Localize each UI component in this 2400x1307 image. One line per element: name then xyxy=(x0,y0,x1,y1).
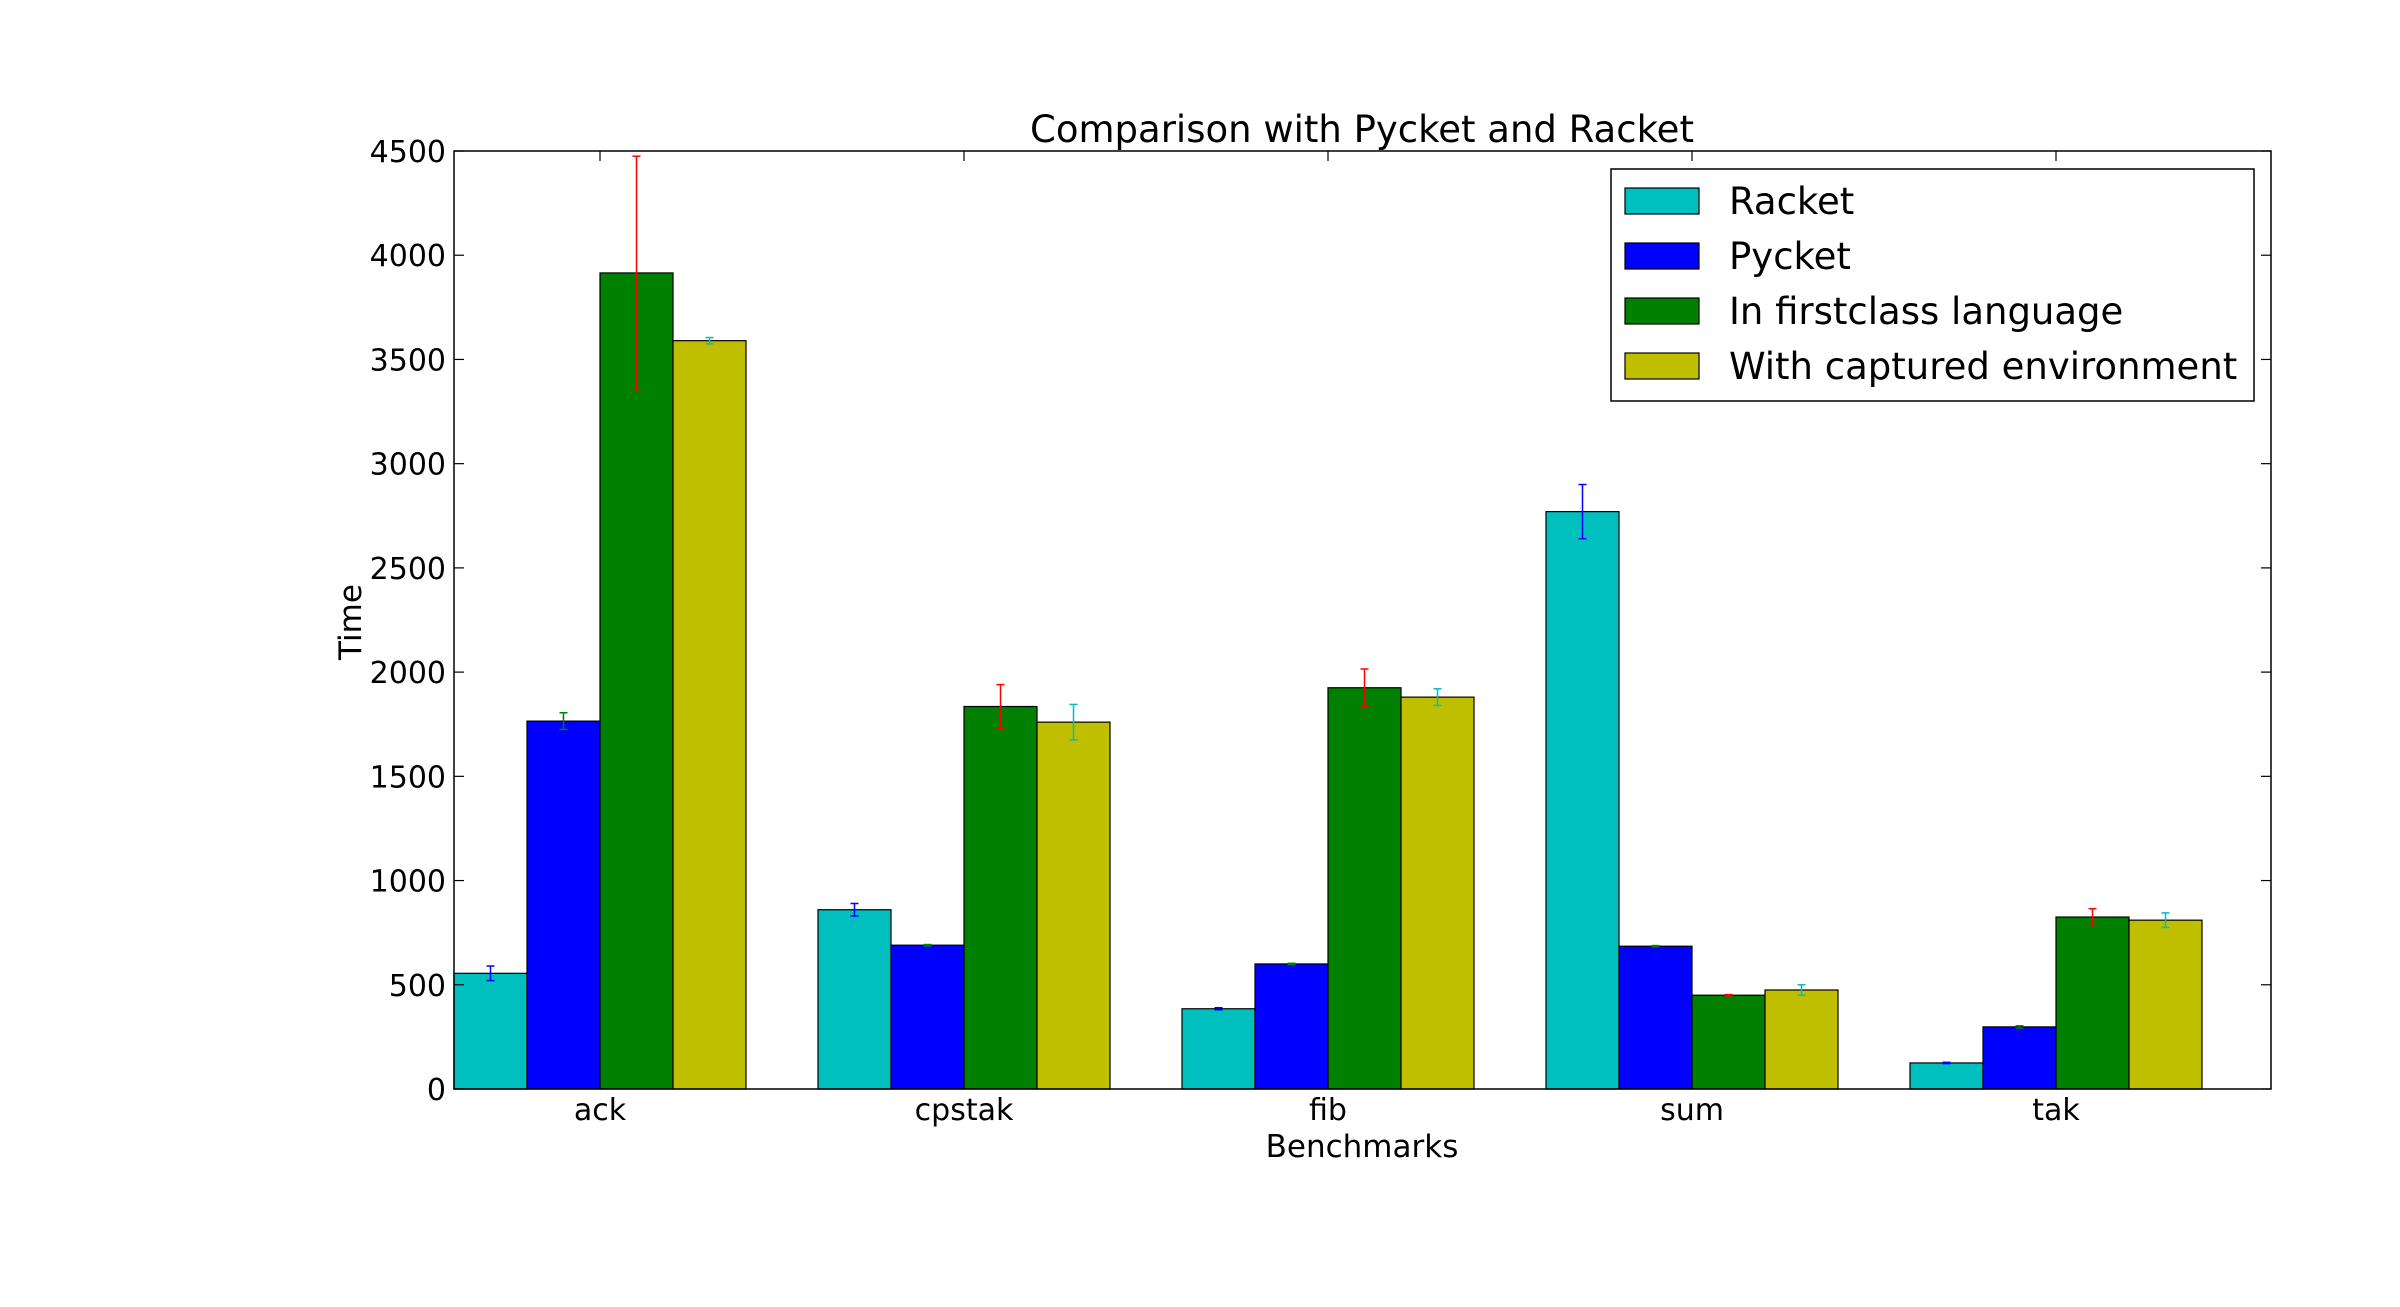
bar-sum-with-captured-environment xyxy=(1764,989,1839,1090)
bar-tak-racket xyxy=(1909,1062,1984,1090)
bar-tak-pycket xyxy=(1982,1026,2057,1090)
bar-sum-in-firstclass-language xyxy=(1691,994,1766,1090)
bar-cpstak-racket xyxy=(817,909,892,1090)
error-bars-group xyxy=(486,155,2170,1065)
bar-sum-racket xyxy=(1545,511,1620,1090)
bars-group xyxy=(453,272,2203,1090)
bar-sum-pycket xyxy=(1618,945,1693,1090)
x-tick-label-tak: tak xyxy=(2032,1093,2080,1128)
error-bar-sum-4 xyxy=(1797,984,1806,996)
bar-ack-pycket xyxy=(526,720,601,1090)
legend-label-2: Pycket xyxy=(1729,235,1851,278)
bar-cpstak-in-firstclass-language xyxy=(963,705,1038,1090)
error-bar-fib-2 xyxy=(1287,962,1296,966)
x-tick-label-ack: ack xyxy=(574,1093,627,1128)
legend-label-1: Racket xyxy=(1729,180,1854,223)
y-tick-label: 500 xyxy=(389,969,446,1004)
y-ticks-group: 0 500 1000 1500 2000 2500 3000 3500 4000 4500 xyxy=(370,135,2271,1108)
bar-ack-racket xyxy=(453,972,528,1090)
y-tick-label: 4500 xyxy=(370,135,446,170)
y-tick-label: 2000 xyxy=(370,656,446,691)
bar-ack-in-firstclass-language xyxy=(599,272,674,1090)
error-bar-cpstak-3 xyxy=(996,683,1005,730)
bar-cpstak-with-captured-environment xyxy=(1036,721,1111,1090)
y-tick-label: 2500 xyxy=(370,552,446,587)
legend-swatch-1 xyxy=(1624,187,1700,215)
error-bar-sum-2 xyxy=(1651,944,1660,948)
y-tick-label: 1000 xyxy=(370,865,446,900)
error-bar-ack-4 xyxy=(705,336,714,345)
bar-ack-with-captured-environment xyxy=(672,340,747,1090)
bar-fib-in-firstclass-language xyxy=(1327,687,1402,1090)
error-bar-sum-3 xyxy=(1724,993,1733,997)
bar-tak-with-captured-environment xyxy=(2128,919,2203,1090)
y-tick-label: 3500 xyxy=(370,343,446,378)
legend-label-3: In firstclass language xyxy=(1729,290,2123,333)
error-bar-fib-1 xyxy=(1214,1006,1223,1011)
legend: Racket Pycket In firstclass language With c… xyxy=(1610,168,2255,402)
bar-fib-with-captured-environment xyxy=(1400,696,1475,1090)
bar-tak-in-firstclass-language xyxy=(2055,916,2130,1090)
error-bar-sum-1 xyxy=(1578,483,1587,540)
y-tick-label: 4000 xyxy=(370,239,446,274)
legend-label-4: With captured environment xyxy=(1729,345,2237,388)
legend-box xyxy=(1610,168,2255,402)
x-tick-label-sum: sum xyxy=(1660,1093,1724,1128)
x-ticks-group: ack cpstak fib sum tak xyxy=(574,151,2080,1128)
chart-title: Comparison with Pycket and Racket xyxy=(1030,108,1694,151)
y-axis-label: Time xyxy=(333,584,369,661)
legend-swatch-2 xyxy=(1624,242,1700,270)
error-bar-ack-2 xyxy=(559,712,568,731)
error-bar-ack-3 xyxy=(632,155,641,391)
bar-fib-pycket xyxy=(1254,963,1329,1090)
x-axis-label: Benchmarks xyxy=(1266,1129,1459,1165)
plot-frame xyxy=(453,150,2272,1090)
x-tick-label-fib: fib xyxy=(1309,1093,1347,1128)
error-bar-tak-1 xyxy=(1942,1061,1951,1065)
y-tick-label: 1500 xyxy=(370,760,446,795)
error-bar-fib-4 xyxy=(1433,688,1442,707)
bar-fib-racket xyxy=(1181,1008,1256,1090)
error-bar-cpstak-2 xyxy=(923,943,932,947)
error-bar-cpstak-4 xyxy=(1069,703,1078,741)
y-tick-label: 3000 xyxy=(370,448,446,483)
error-bar-tak-4 xyxy=(2161,912,2170,929)
error-bar-ack-1 xyxy=(486,965,495,982)
bar-cpstak-pycket xyxy=(890,944,965,1090)
error-bar-cpstak-1 xyxy=(850,902,859,917)
legend-swatch-3 xyxy=(1624,297,1700,325)
y-tick-label: 0 xyxy=(427,1073,446,1108)
error-bar-tak-2 xyxy=(2015,1025,2024,1029)
x-tick-label-cpstak: cpstak xyxy=(915,1093,1014,1128)
legend-swatch-4 xyxy=(1624,352,1700,380)
error-bar-fib-3 xyxy=(1360,668,1369,708)
error-bar-tak-3 xyxy=(2088,907,2097,927)
